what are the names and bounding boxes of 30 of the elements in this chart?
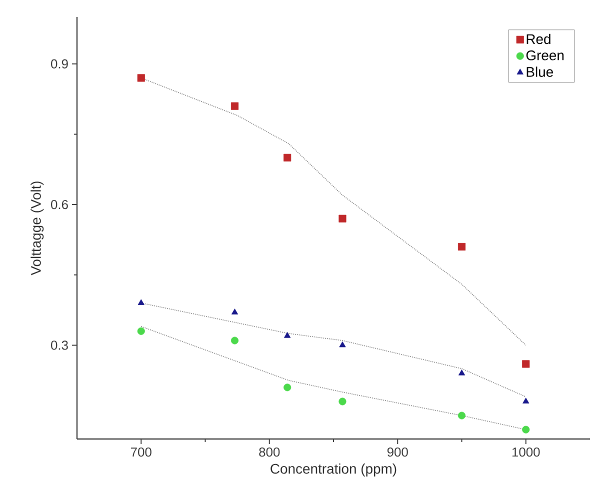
point xyxy=(458,370,466,376)
point xyxy=(458,412,466,420)
y-tick-label: 0.6 xyxy=(50,200,68,210)
x-tick-label: 1000 xyxy=(512,447,540,457)
x-tick-label: 800 xyxy=(259,447,280,457)
x-axis-title: Concentration (ppm) xyxy=(270,464,396,477)
point xyxy=(339,341,346,348)
point xyxy=(231,308,238,314)
point xyxy=(137,74,145,82)
point xyxy=(230,102,239,110)
legend-label: Blue xyxy=(526,66,553,77)
point xyxy=(522,398,530,404)
x-tick-label: 700 xyxy=(130,447,152,457)
point xyxy=(137,327,145,335)
legend-label: Red xyxy=(526,34,550,44)
point xyxy=(138,299,144,306)
point xyxy=(338,214,346,222)
point xyxy=(284,332,291,338)
y-axis-title: Volttagge (Volt) xyxy=(30,182,44,276)
y-tick-label: 0.9 xyxy=(50,59,68,68)
point xyxy=(284,384,292,392)
point xyxy=(338,398,346,406)
point xyxy=(522,426,530,434)
point xyxy=(458,242,466,251)
point xyxy=(522,360,530,368)
x-tick-label: 900 xyxy=(387,447,408,457)
y-tick-label: 0.3 xyxy=(50,340,68,350)
point xyxy=(284,154,292,162)
point xyxy=(230,336,239,344)
legend-label: Green xyxy=(526,50,564,60)
